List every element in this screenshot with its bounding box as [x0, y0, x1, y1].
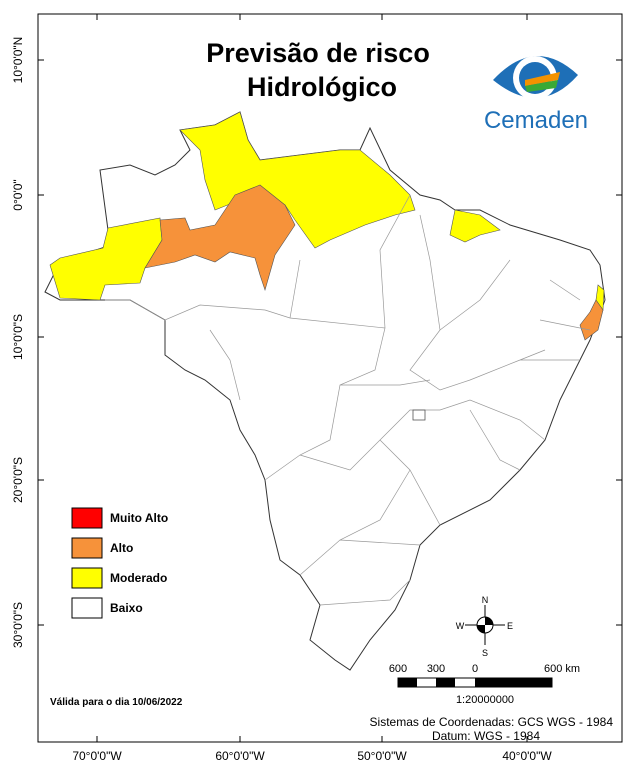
longitude-label: 60°0'0"W — [215, 749, 265, 763]
title-line: Previsão de risco — [206, 38, 430, 68]
compass-label: W — [456, 621, 465, 631]
high-region — [579, 299, 604, 341]
logo-band — [525, 80, 558, 92]
datum: Datum: WGS - 1984 — [432, 729, 540, 743]
compass-label: E — [507, 621, 513, 631]
scale-segment — [475, 678, 552, 687]
scale-label: 600 km — [544, 663, 580, 675]
compass-label: N — [482, 595, 489, 605]
scale-segment — [398, 678, 417, 687]
legend-swatch — [71, 537, 103, 559]
scale-segment — [436, 678, 455, 687]
logo: Cemaden — [484, 56, 588, 134]
latitude-label: 30°0'0"S — [11, 602, 25, 648]
legend-swatch — [71, 507, 103, 529]
legend-label: Baixo — [110, 601, 143, 615]
moderate-region — [449, 209, 501, 243]
latitude-label: 20°0'0"S — [11, 457, 25, 503]
legend-label: Muito Alto — [110, 511, 168, 525]
coordinate-system: Sistemas de Coordenadas: GCS WGS - 1984 — [370, 715, 614, 729]
scale-label: 0 — [472, 663, 478, 675]
title-line: Hidrológico — [247, 72, 397, 102]
legend-label: Moderado — [110, 571, 167, 585]
latitude-label: 10°0'0"S — [11, 314, 25, 360]
logo-band — [525, 72, 560, 86]
latitude-label: 10°0'0"N — [11, 37, 25, 84]
scale-label: 300 — [427, 663, 445, 675]
scale-bar: 600 300 0 600 km 1:20000000 — [389, 663, 580, 706]
longitude-label: 50°0'0"W — [357, 749, 407, 763]
compass: N S E W — [456, 595, 513, 658]
state-borders — [105, 194, 591, 606]
compass-rose — [477, 617, 493, 633]
federal-district — [412, 409, 426, 421]
scale-ratio: 1:20000000 — [456, 694, 514, 706]
valid-date: Válida para o dia 10/06/2022 — [50, 697, 183, 708]
latitude-label: 0°0'0" — [11, 179, 25, 210]
compass-label: S — [482, 648, 488, 658]
legend-swatch — [71, 597, 103, 619]
longitude-label: 40°0'0"W — [502, 749, 552, 763]
longitude-label: 70°0'0"W — [72, 749, 122, 763]
legend-swatch — [71, 567, 103, 589]
legend-label: Alto — [110, 541, 133, 555]
high-region — [144, 184, 296, 292]
logo-text: Cemaden — [484, 107, 588, 134]
scale-label: 600 — [389, 663, 407, 675]
